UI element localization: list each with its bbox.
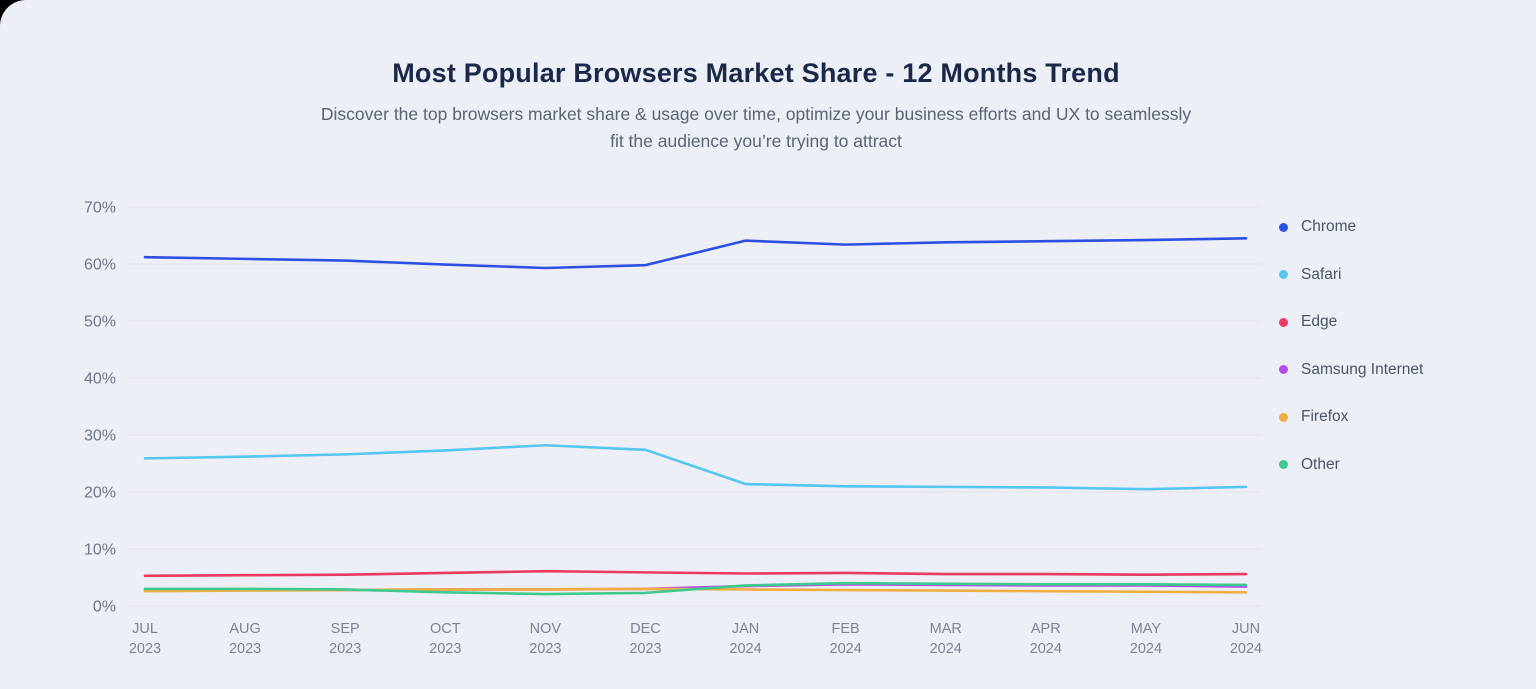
legend-item-edge[interactable]: Edge [1279,311,1423,333]
chart-legend: Chrome Safari Edge Samsung Internet Firefox O… [1279,216,1423,501]
x-axis-label: APR 2024 [1030,621,1062,657]
x-axis-label: JAN 2024 [729,621,761,657]
legend-label: Other [1301,455,1340,473]
x-axis-label: NOV 2023 [529,621,561,657]
x-axis-label: DEC 2023 [629,621,661,657]
x-axis-label: FEB 2024 [830,621,862,657]
legend-color-dot [1279,222,1288,232]
series-line-chrome [143,237,1248,270]
y-axis-label: 70% [84,200,116,217]
x-axis-label: OCT 2023 [429,621,461,657]
legend-label: Edge [1301,313,1338,330]
x-axis-label: JUN 2024 [1230,621,1262,657]
x-axis-label: SEP 2023 [329,621,361,657]
legend-color-dot [1279,412,1288,422]
legend-color-dot [1279,270,1288,279]
legend-item-safari[interactable]: Safari [1279,264,1423,286]
legend-label: Samsung Internet [1301,360,1424,378]
x-axis-label: MAR 2024 [930,621,962,657]
chart-subtitle: Discover the top browsers market share &… [320,104,1192,151]
legend-item-other[interactable]: Other [1279,454,1423,476]
legend-item-firefox[interactable]: Firefox [1279,406,1423,428]
series-line-other [143,581,1248,596]
x-axis-label: MAY 2024 [1130,621,1162,657]
y-axis-label: 30% [84,428,116,445]
y-axis-label: 20% [84,485,116,502]
legend-item-chrome[interactable]: Chrome [1279,216,1423,238]
chart-header: Most Popular Browsers Market Share - 12 … [0,58,1512,155]
legend-label: Safari [1301,265,1342,283]
legend-label: Chrome [1301,218,1357,235]
x-axis-label: AUG 2023 [229,621,261,657]
y-axis-label: 60% [84,257,116,274]
y-axis-label: 0% [93,599,116,616]
legend-color-dot [1279,365,1288,374]
legend-item-samsung-internet[interactable]: Samsung Internet [1279,359,1423,381]
y-axis-label: 10% [84,542,116,559]
series-line-safari [143,443,1248,491]
series-line-edge [143,569,1248,578]
legend-color-dot [1279,317,1288,327]
x-axis-label: JUL 2023 [129,621,161,657]
chart-title: Most Popular Browsers Market Share - 12 … [392,58,1120,88]
legend-label: Firefox [1301,408,1349,425]
legend-color-dot [1279,460,1288,469]
y-axis-label: 40% [84,371,116,388]
y-axis-label: 50% [84,314,116,331]
